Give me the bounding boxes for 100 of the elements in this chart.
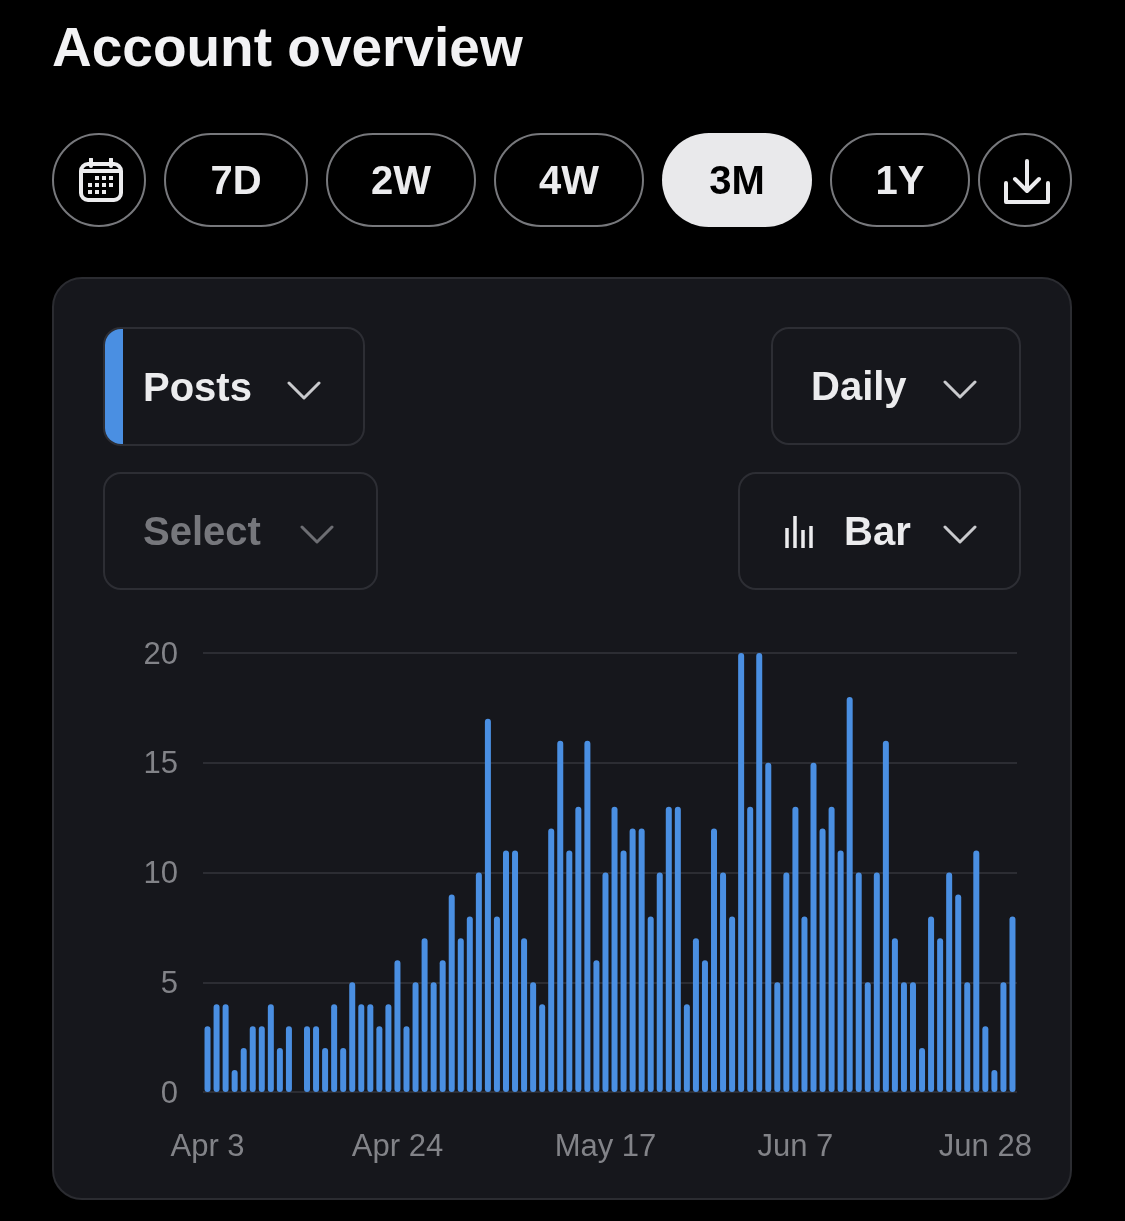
bar <box>493 916 500 1092</box>
bar <box>882 740 889 1092</box>
bar <box>385 1004 392 1092</box>
x-tick-label: Apr 24 <box>351 1128 444 1163</box>
bar <box>331 1004 338 1092</box>
x-tick-label: Apr 3 <box>170 1128 245 1163</box>
bar <box>222 1004 229 1092</box>
bar <box>376 1026 383 1092</box>
x-tick-label: May 17 <box>554 1128 657 1163</box>
bar <box>837 850 844 1092</box>
bar <box>792 806 799 1092</box>
bar <box>439 960 446 1092</box>
bar <box>891 938 898 1092</box>
bar <box>846 696 853 1092</box>
bar <box>620 850 627 1092</box>
bar <box>629 828 636 1092</box>
bar <box>855 872 862 1092</box>
bar <box>602 872 609 1092</box>
bar <box>765 762 772 1092</box>
pill-button: 3M <box>662 133 812 227</box>
bar <box>711 828 718 1092</box>
bar <box>1009 916 1016 1092</box>
bar <box>313 1026 320 1092</box>
bar <box>484 718 491 1092</box>
bar <box>285 1026 292 1092</box>
bar <box>340 1048 347 1092</box>
bar <box>566 850 573 1092</box>
bar <box>729 916 736 1092</box>
bar <box>593 960 600 1092</box>
chart-title: Account overview <box>52 15 523 80</box>
bar <box>611 806 618 1092</box>
bar <box>349 982 356 1092</box>
bar <box>322 1048 329 1092</box>
bar <box>421 938 428 1092</box>
bar <box>304 1026 311 1092</box>
y-tick-label: 5 <box>160 964 178 1000</box>
bar <box>575 806 582 1092</box>
bar <box>512 850 519 1092</box>
bar <box>900 982 907 1092</box>
bar <box>584 740 591 1092</box>
y-tick-label: 15 <box>143 745 178 781</box>
bar <box>864 982 871 1092</box>
bar <box>521 938 528 1092</box>
y-tick-label: 10 <box>143 855 178 890</box>
dropdown: Bar <box>738 472 1021 590</box>
bar <box>204 1026 211 1092</box>
bar <box>213 1004 220 1092</box>
bar <box>873 872 880 1092</box>
bar <box>430 982 437 1092</box>
pill-button: 4W <box>494 133 644 227</box>
bar <box>240 1048 247 1092</box>
bar <box>756 653 763 1092</box>
bar <box>783 872 790 1092</box>
y-tick-label: 0 <box>160 1074 178 1110</box>
bar <box>249 1026 256 1092</box>
bar <box>828 806 835 1092</box>
bar <box>557 740 564 1092</box>
bar <box>276 1048 283 1092</box>
bar <box>475 872 482 1092</box>
bar <box>394 960 401 1092</box>
y-tick-label: 20 <box>143 635 178 671</box>
bar <box>964 982 971 1092</box>
pill-button: 2W <box>326 133 476 227</box>
bar <box>448 894 455 1092</box>
bar <box>1000 982 1007 1092</box>
x-tick-label: Jun 7 <box>757 1128 834 1163</box>
x-tick-label: Jun 28 <box>938 1128 1032 1163</box>
bar <box>647 916 654 1092</box>
bar <box>819 828 826 1092</box>
bar <box>801 916 808 1092</box>
bar <box>358 1004 365 1092</box>
bar <box>466 916 473 1092</box>
bar <box>258 1026 265 1092</box>
bar <box>665 806 672 1092</box>
bar <box>267 1004 274 1092</box>
bar <box>548 828 555 1092</box>
bar <box>946 872 953 1092</box>
bar <box>720 872 727 1092</box>
bar <box>367 1004 374 1092</box>
bar <box>638 828 645 1092</box>
bar <box>919 1048 926 1092</box>
bar <box>412 982 419 1092</box>
bar <box>683 1004 690 1092</box>
bar <box>955 894 962 1092</box>
bar <box>909 982 916 1092</box>
bar <box>539 1004 546 1092</box>
bar <box>810 762 817 1092</box>
bar <box>701 960 708 1092</box>
bar <box>982 1026 989 1092</box>
bar <box>928 916 935 1092</box>
dropdown: Daily <box>771 327 1021 445</box>
bar <box>403 1026 410 1092</box>
bar <box>937 938 944 1092</box>
bar <box>674 806 681 1092</box>
bar <box>738 653 745 1092</box>
bar <box>774 982 781 1092</box>
dropdown: Select <box>103 472 378 590</box>
bar <box>530 982 537 1092</box>
bar <box>692 938 699 1092</box>
bar <box>973 850 980 1092</box>
